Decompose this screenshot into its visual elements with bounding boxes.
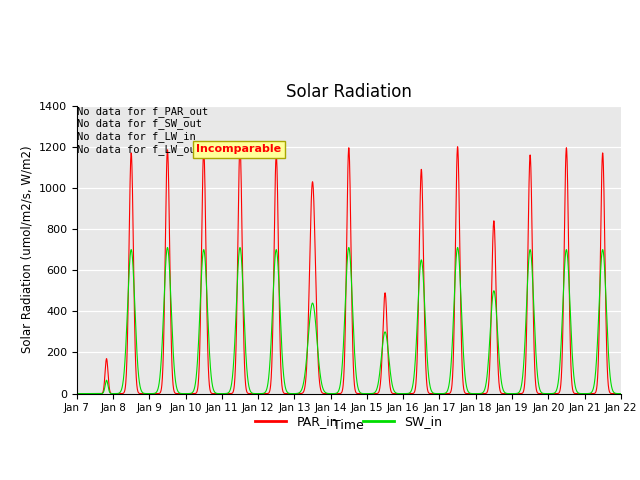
SW_in [548,391,556,396]
SW_in [617,391,625,396]
Text: No data for f_PAR_out: No data for f_PAR_out [77,106,208,117]
SW_in [73,391,81,396]
PAR_in [282,391,289,396]
Text: Incomparable: Incomparable [196,144,282,155]
PAR_in [606,390,614,396]
Legend: PAR_in, SW_in: PAR_in, SW_in [250,410,447,433]
PAR_in [617,391,625,396]
SW_in [135,375,143,381]
Y-axis label: Solar Radiation (umol/m2/s, W/m2): Solar Radiation (umol/m2/s, W/m2) [20,146,33,353]
PAR_in [305,286,313,292]
Text: No data for f_LW_in: No data for f_LW_in [77,132,196,143]
Title: Solar Radiation: Solar Radiation [286,83,412,101]
Line: PAR_in: PAR_in [77,147,621,394]
SW_in [305,324,313,330]
PAR_in [167,330,175,336]
Line: SW_in: SW_in [77,248,621,394]
Text: No data for f_LW_out: No data for f_LW_out [77,144,202,156]
PAR_in [73,391,81,396]
PAR_in [548,391,556,396]
PAR_in [135,390,143,396]
SW_in [282,385,289,391]
SW_in [164,245,172,251]
SW_in [168,307,175,312]
X-axis label: Time: Time [333,419,364,432]
Text: No data for f_SW_out: No data for f_SW_out [77,119,202,130]
PAR_in [236,144,244,150]
SW_in [606,373,614,379]
